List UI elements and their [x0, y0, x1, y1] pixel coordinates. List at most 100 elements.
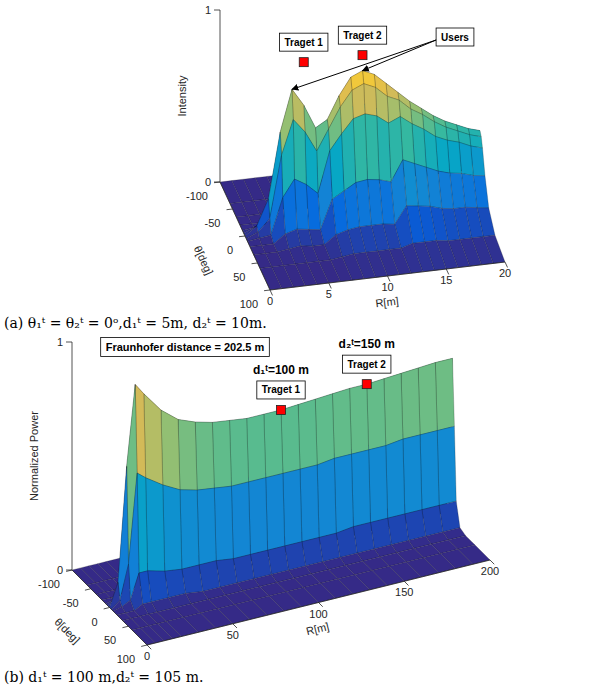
surface-cell	[351, 450, 370, 527]
distance-label: d₂ᵗ=150 m	[339, 337, 395, 351]
z-tick-label: 1	[205, 4, 211, 16]
z-axis-title: Intensity	[176, 75, 188, 116]
target-marker	[299, 58, 308, 67]
user-arrow	[363, 40, 437, 71]
x-tick	[264, 290, 270, 292]
y-tick-label: 20	[499, 267, 511, 279]
z-tick	[66, 570, 72, 571]
surface-cell	[220, 181, 242, 204]
z-tick-label: 1	[57, 336, 63, 348]
surface-cell	[180, 490, 199, 569]
z-tick	[214, 182, 220, 183]
surface-cell	[298, 399, 317, 469]
z-tick	[214, 10, 220, 11]
surface-cell	[281, 405, 300, 474]
target-label-box	[343, 355, 391, 373]
distance-label: d₁ᵗ=100 m	[253, 363, 309, 377]
x-tick-label: 0	[227, 244, 233, 256]
surface-cell	[403, 435, 422, 514]
surface-cell	[247, 414, 266, 482]
surface-cell	[195, 422, 214, 490]
surface-cell	[369, 446, 388, 523]
surface-cell	[120, 564, 130, 607]
x-tick	[141, 645, 147, 646]
target-marker	[358, 51, 367, 60]
surface-cell	[446, 127, 459, 142]
surface-cell	[352, 84, 365, 119]
x-tick	[85, 589, 91, 590]
surface-cell	[230, 418, 249, 486]
y-tick	[147, 645, 151, 649]
y-tick-label: 10	[381, 281, 393, 293]
target-marker	[362, 380, 371, 389]
x-tick-label: -50	[63, 597, 79, 609]
target-label: Traget 1	[285, 37, 324, 48]
surface-cell	[72, 568, 96, 585]
x-tick	[104, 608, 110, 609]
surface-cell	[236, 216, 252, 226]
surface-cell	[386, 439, 405, 518]
surface-cell	[132, 628, 156, 645]
surface-cell	[214, 486, 233, 561]
surface-cell	[144, 394, 163, 485]
surface-cell	[401, 368, 420, 439]
x-axis-line	[220, 182, 270, 290]
surface-cell	[123, 619, 141, 631]
x-tick	[122, 626, 128, 627]
surface-cell	[258, 219, 271, 239]
plot-area	[72, 358, 490, 645]
target-label: Traget 2	[348, 359, 387, 370]
surface-cell	[264, 410, 283, 478]
surface-cell	[266, 473, 285, 550]
surface-cell	[250, 245, 266, 255]
x-tick-label: -100	[186, 190, 208, 202]
x-axis-title: θ[deg]	[192, 244, 216, 277]
y-tick-label: 50	[227, 629, 239, 641]
annotations: Traget 1 d₁ᵗ=100 m Traget 2 d₂ᵗ=150 m Fraunh…	[101, 337, 395, 399]
surface-cell	[317, 458, 336, 537]
target-label: Traget 1	[262, 384, 301, 395]
surface-cell	[418, 363, 437, 435]
surface-cell	[435, 358, 454, 430]
surface-chart: -100-5005010005010015020001θ[deg]R[m]Nor…	[4, 336, 499, 685]
fraunhofer-label: Fraunhofer distance = 202.5 m	[106, 341, 265, 353]
z-axis-line	[220, 10, 221, 182]
surface-cell	[437, 426, 456, 505]
target-label-box	[257, 381, 305, 399]
x-tick	[214, 182, 220, 184]
y-tick	[233, 624, 237, 628]
surface-cell	[334, 454, 353, 533]
target-label-box	[338, 26, 386, 44]
target-label-box	[280, 33, 328, 51]
surface-cell	[332, 388, 351, 458]
axes: -100-5005010005010015020001θ[deg]R[m]Nor…	[28, 336, 499, 665]
x-tick	[252, 263, 258, 265]
user-arrow	[292, 40, 436, 89]
target-label-group: Traget 2	[343, 355, 391, 373]
x-tick-label: 0	[91, 616, 97, 628]
surface-cell	[315, 394, 334, 465]
y-axis-title: R[m]	[305, 620, 330, 637]
surface-cell	[249, 478, 268, 555]
x-tick	[239, 236, 245, 238]
surface-cell	[163, 485, 182, 571]
target-marker	[277, 405, 286, 414]
surface-cell	[260, 267, 282, 290]
target-label: Traget 2	[343, 30, 382, 41]
caption: (b) d₁ᵗ = 100 m,d₂ᵗ = 105 m.	[4, 669, 203, 685]
x-tick	[227, 209, 233, 211]
surface-cell	[305, 132, 318, 194]
y-tick	[319, 603, 323, 607]
z-tick-label: 0	[57, 564, 63, 576]
fraunhofer-label-box	[101, 338, 270, 357]
surface-cell	[212, 420, 231, 488]
x-tick-label: -50	[205, 217, 221, 229]
surface-chart: -100-500501000510152001θ[deg]R[m]Intensi…	[4, 4, 511, 331]
surface-cell	[283, 469, 302, 546]
surface-cell	[283, 179, 297, 234]
surface-cell	[293, 120, 306, 185]
y-axis-line	[147, 560, 490, 645]
x-tick-label: 100	[240, 298, 258, 310]
y-tick-label: 0	[267, 295, 273, 307]
surface-cell	[300, 465, 319, 542]
